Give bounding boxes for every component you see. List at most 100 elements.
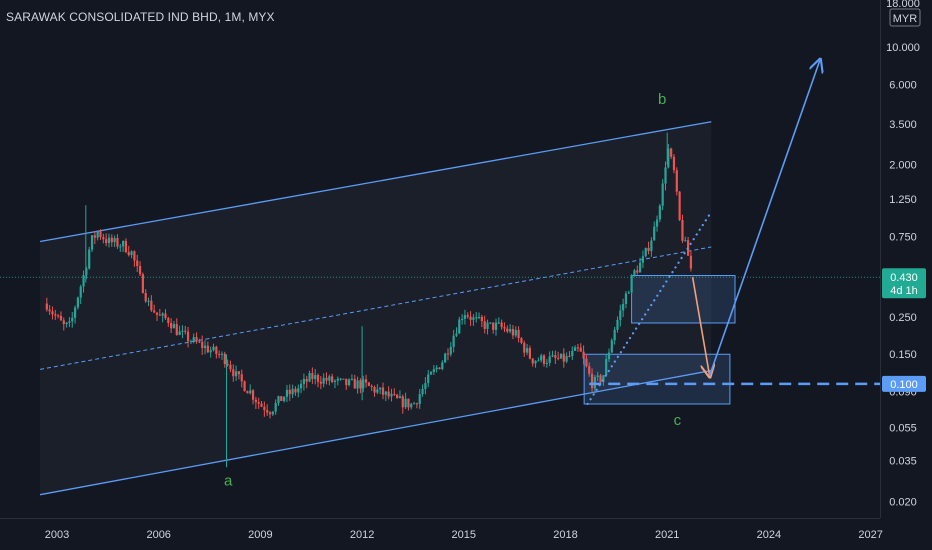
candle-body [331, 376, 334, 382]
candle-body [107, 237, 111, 244]
time-axis-border [0, 518, 880, 519]
candle-body [449, 346, 452, 355]
candle-body [73, 307, 77, 318]
candle-body [136, 260, 139, 266]
candle-body [308, 373, 311, 382]
candle-body [195, 337, 198, 342]
candle-body [672, 156, 676, 171]
candle-body [328, 376, 331, 381]
candle-body [116, 237, 119, 247]
candle-body [576, 347, 580, 349]
candle-body [466, 315, 469, 317]
candle-body [201, 341, 204, 349]
projection-up-arrow [708, 61, 820, 376]
candle-body [141, 274, 144, 294]
candle-body [602, 375, 605, 383]
candle-body [429, 372, 433, 375]
x-tick-label: 2012 [350, 529, 374, 541]
candle-body [670, 148, 673, 157]
candle-body [511, 328, 515, 336]
candle-body [678, 191, 681, 221]
candle-body [113, 237, 116, 243]
candle-body [667, 148, 670, 168]
candle-body [333, 380, 337, 382]
candle-body [147, 300, 150, 302]
candle-body [232, 369, 235, 377]
candle-body [644, 247, 647, 257]
candle-body [551, 355, 554, 357]
candle-body [562, 353, 565, 362]
candle-body [568, 355, 571, 357]
candle-body [574, 347, 577, 351]
candle-body [590, 373, 594, 389]
candle-body [209, 350, 212, 353]
candle-body [418, 394, 421, 404]
candle-body [348, 379, 351, 386]
candle-body [305, 378, 308, 382]
candle-body [119, 246, 122, 248]
y-tick-label: 0.055 [889, 423, 917, 435]
candle-body [336, 378, 339, 381]
candle-body [192, 337, 195, 342]
candle-body [486, 322, 489, 329]
candle-body [218, 354, 221, 356]
candle-body [557, 357, 560, 359]
zone-box-1 [631, 275, 736, 324]
x-tick-label: 2027 [858, 529, 882, 541]
candle-body [362, 379, 365, 389]
candle-body [206, 345, 209, 353]
candle-body [455, 333, 458, 336]
candle-body [610, 340, 613, 353]
candle-body [622, 303, 625, 311]
candle-body [489, 322, 492, 324]
candle-body [263, 406, 266, 411]
candle-body [534, 360, 537, 364]
candle-body [630, 274, 633, 293]
dotted-trendline [586, 210, 713, 406]
candle-body [480, 316, 483, 322]
candle-body [223, 353, 226, 365]
y-tick-label: 1.250 [889, 194, 917, 206]
candle-body [607, 352, 611, 360]
candle-body [509, 328, 512, 332]
candle-body [172, 324, 176, 329]
candle-body [472, 317, 475, 320]
candle-body [294, 388, 297, 393]
candle-body [661, 183, 664, 206]
candle-body [274, 402, 277, 412]
wave-label-c: c [674, 412, 682, 429]
candle-body [342, 378, 345, 380]
candle-body [647, 247, 650, 252]
candle-body [483, 321, 486, 329]
current-price-label: 0.430 [890, 272, 918, 284]
candle-body [124, 241, 128, 253]
candle-body [102, 237, 105, 240]
candle-body [271, 411, 274, 415]
wave-label-b: b [658, 91, 666, 108]
candle-body [565, 355, 568, 362]
candle-body [636, 270, 639, 273]
candle-body [384, 391, 387, 395]
y-tick-label: 10.000 [886, 42, 920, 54]
candle-body [133, 251, 136, 261]
candle-body [99, 231, 102, 238]
candle-body [492, 322, 495, 330]
candle-body [325, 377, 328, 381]
candle-body [144, 293, 147, 302]
candle-body [314, 374, 317, 380]
candle-body [633, 270, 636, 275]
candle-body [500, 322, 503, 328]
price-axis-border [880, 0, 881, 518]
candle-body [641, 256, 645, 263]
y-tick-label: 0.750 [889, 231, 917, 243]
candle-body [531, 358, 534, 364]
x-tick-label: 2015 [452, 529, 476, 541]
candle-body [373, 386, 376, 393]
candle-body [302, 378, 306, 384]
candle-body [220, 353, 224, 355]
candle-body [619, 310, 622, 320]
candle-body [497, 322, 500, 324]
candle-body [311, 373, 314, 380]
